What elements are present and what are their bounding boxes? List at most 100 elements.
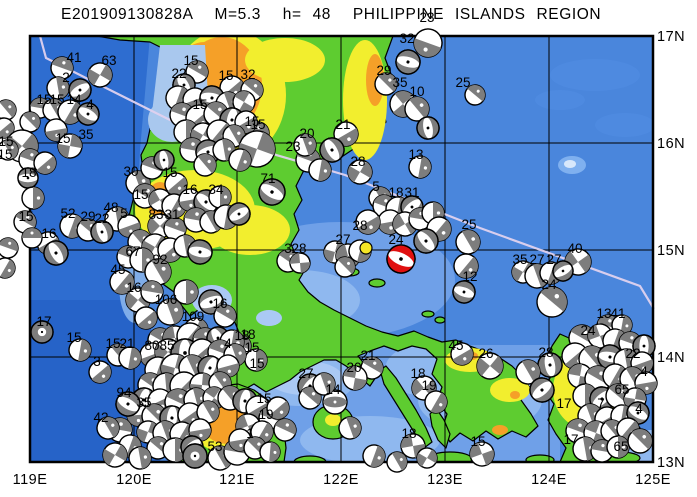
beachball-part	[642, 434, 647, 439]
depth-label: 35	[512, 252, 527, 267]
beachball-part	[230, 118, 234, 122]
beachball-part	[279, 410, 284, 414]
focal-mechanism-beachball	[102, 442, 128, 468]
depth-label: 26	[478, 346, 493, 361]
beachball-part	[147, 320, 152, 324]
depth-label: 24	[388, 232, 404, 247]
beachball-part	[15, 211, 36, 228]
depth-label: 5	[120, 206, 128, 221]
focal-mechanism-beachball	[334, 256, 356, 278]
x-axis-label: 122E	[323, 472, 359, 488]
beachball-part	[22, 112, 40, 130]
island	[434, 316, 446, 324]
beachball-part	[165, 299, 183, 325]
beachball-part	[238, 102, 254, 113]
beachball-part	[187, 239, 213, 265]
focal-mechanism-beachball	[395, 49, 421, 75]
depth-label: 4	[224, 336, 232, 351]
beachball-part	[30, 231, 34, 235]
y-axis-label: 13N	[657, 455, 685, 471]
beachball-part	[7, 269, 11, 272]
depth-label: 15	[470, 434, 485, 449]
depth-label: 16	[212, 296, 227, 311]
depth-label: 19	[258, 407, 273, 422]
beachball-part	[193, 454, 197, 458]
beachball-part	[204, 200, 208, 204]
beachball-part	[223, 195, 228, 199]
beachball-part	[55, 133, 59, 138]
beachball-part	[243, 79, 263, 98]
beachball-part	[234, 91, 250, 102]
x-axis-label: 121E	[219, 472, 255, 488]
beachball-part	[0, 100, 16, 118]
beachball-part	[124, 284, 129, 288]
focal-mechanism-beachball	[0, 99, 17, 121]
focal-mechanism-beachball	[416, 447, 438, 469]
beachball-part	[319, 137, 345, 163]
depth-label: 25	[461, 217, 476, 232]
beachball-part	[215, 305, 236, 322]
focal-mechanism-beachball	[322, 389, 348, 415]
beachball-part	[119, 422, 123, 426]
focal-mechanism-beachball	[404, 96, 430, 122]
depth-label: 15	[36, 92, 51, 107]
depth-label: 22	[625, 346, 640, 361]
beachball-part	[399, 458, 403, 461]
beachball-part	[370, 445, 385, 467]
beachball-part	[353, 424, 357, 428]
depth-label: 12	[462, 269, 477, 284]
beachball-part	[126, 402, 130, 406]
beachball-part	[83, 349, 88, 353]
beachball-part	[635, 388, 646, 401]
beachball-part	[301, 134, 316, 156]
focal-mechanism-beachball	[244, 348, 268, 372]
focal-mechanism-beachball	[238, 130, 276, 168]
beachball-part	[39, 101, 43, 105]
depth-label: 2	[62, 70, 70, 85]
beachball-part	[258, 178, 286, 206]
focal-mechanism-beachball	[450, 342, 474, 366]
depth-label: 18	[410, 366, 425, 381]
beachball-part	[238, 351, 242, 355]
depth-label: 27	[335, 232, 350, 247]
beachball-part	[423, 47, 428, 52]
beachball-part	[199, 433, 203, 438]
beachball-part	[324, 249, 335, 263]
depth-label: 15	[244, 340, 259, 355]
depth-label: 41	[610, 306, 625, 321]
focal-mechanism-beachball	[128, 446, 152, 470]
x-axis-label: 123E	[427, 472, 463, 488]
beachball-part	[300, 262, 310, 273]
beachball-part	[337, 257, 355, 275]
beachball-part	[136, 418, 141, 423]
beachball-part	[86, 112, 90, 116]
depth-label: 15	[250, 117, 265, 132]
depth-label: 15	[256, 391, 271, 406]
beachball-part	[243, 160, 247, 164]
focal-mechanism-beachball	[163, 217, 187, 241]
highland-yellow	[245, 38, 325, 82]
beachball-part	[183, 351, 187, 355]
beachball-part	[333, 400, 337, 404]
depth-label: 41	[66, 50, 81, 65]
beachball-part	[247, 125, 251, 129]
beachball-part	[26, 176, 30, 180]
focal-mechanism-beachball	[338, 416, 362, 440]
depth-label: 18	[234, 328, 249, 343]
depth-label: 28	[350, 154, 365, 169]
beachball-part	[608, 319, 612, 323]
depth-label: 16	[41, 226, 56, 241]
focal-mechanism-beachball	[68, 338, 92, 362]
beachball-part	[416, 116, 440, 140]
beachball-part	[348, 166, 360, 183]
beachball-part	[388, 78, 392, 82]
depth-label: 21	[119, 336, 134, 351]
beachball-part	[46, 165, 51, 169]
plot-title: E201909130828A M=5.3 h= 48 PHILIPPINE IS…	[61, 6, 602, 23]
beachball-part	[275, 419, 296, 435]
beachball-part	[410, 205, 414, 209]
beachball-part	[137, 310, 157, 329]
focal-mechanism-beachball	[476, 352, 504, 380]
focal-mechanism-beachball	[43, 240, 69, 266]
beachball-part	[141, 179, 146, 183]
